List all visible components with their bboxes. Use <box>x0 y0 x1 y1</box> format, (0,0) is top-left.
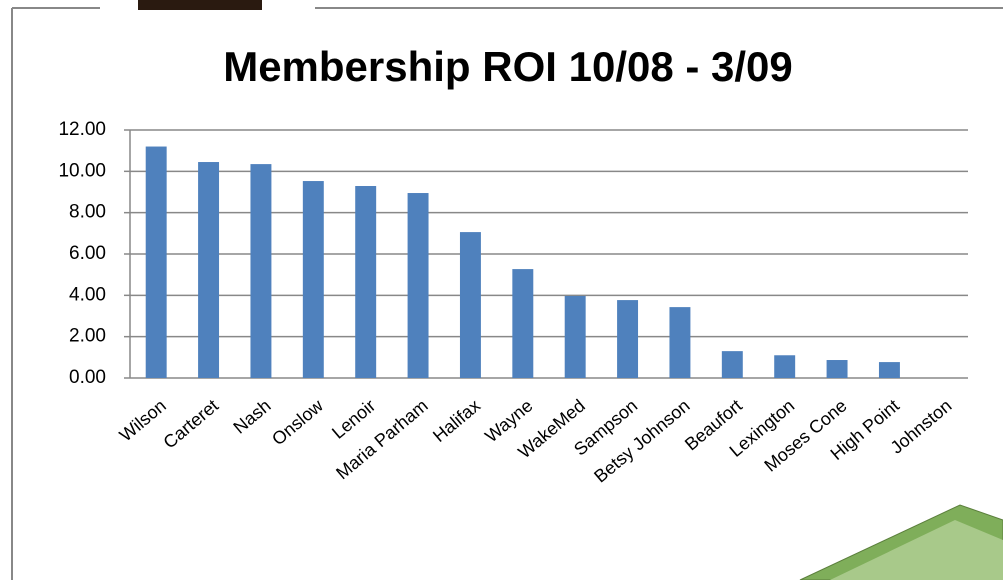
bar <box>303 181 324 378</box>
bar <box>774 355 795 378</box>
x-tick-label: Halifax <box>429 395 484 446</box>
bar <box>460 232 481 378</box>
x-tick-label: Maria Parham <box>332 395 431 483</box>
bar <box>565 296 586 378</box>
chart: Membership ROI 10/08 - 3/09 0.00 2.00 4.00… <box>0 0 1003 580</box>
x-tick-label: Nash <box>230 395 275 437</box>
y-tick-label: 4.00 <box>69 284 106 305</box>
x-tick-label: Onslow <box>268 395 328 450</box>
bar <box>827 360 848 378</box>
bar <box>355 186 376 378</box>
bar <box>198 162 219 378</box>
x-tick-label: Betsy Johnson <box>590 395 693 486</box>
y-tick-label: 6.00 <box>69 243 106 264</box>
bar <box>146 147 167 378</box>
bar <box>408 193 429 378</box>
bar <box>722 351 743 378</box>
bar <box>512 269 533 378</box>
logo-image <box>138 0 262 10</box>
y-tick-label: 12.00 <box>58 119 106 140</box>
y-tick-label: 2.00 <box>69 326 106 347</box>
x-tick-label: Carteret <box>160 395 223 452</box>
y-tick-label: 10.00 <box>58 160 106 181</box>
bar <box>879 362 900 378</box>
chart-title: Membership ROI 10/08 - 3/09 <box>223 43 793 90</box>
y-tick-label: 8.00 <box>69 202 106 223</box>
bar <box>617 300 638 378</box>
y-tick-label: 0.00 <box>69 367 106 388</box>
bar <box>250 164 271 378</box>
bar <box>669 307 690 378</box>
